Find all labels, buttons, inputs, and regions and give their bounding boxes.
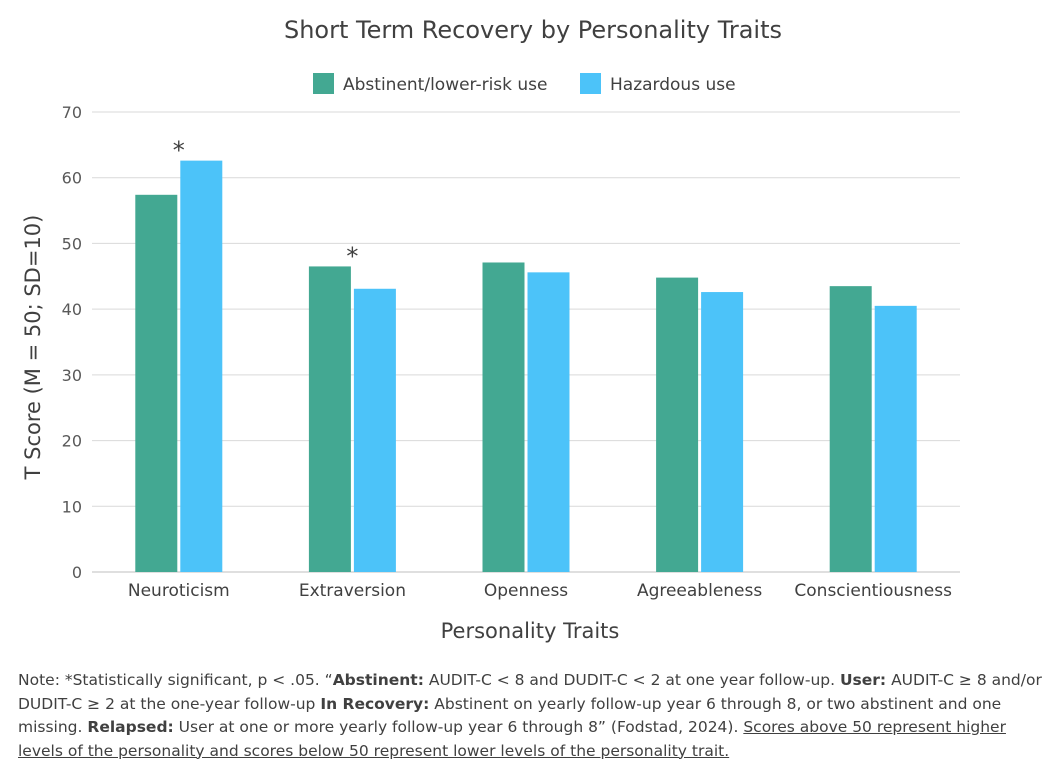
note-abstinent-text: AUDIT-C < 8 and DUDIT-C < 2 at one year … [423,671,840,689]
legend-label-hazardous: Hazardous use [610,75,736,95]
chart-title: Short Term Recovery by Personality Trait… [284,16,782,44]
legend-swatch-abstinent [313,73,334,94]
x-tick-label: Conscientiousness [794,581,952,601]
legend-swatch-hazardous [580,73,601,94]
y-tick-label: 60 [62,169,82,188]
bar-chart: Short Term Recovery by Personality Trait… [21,16,960,643]
x-axis-title: Personality Traits [441,619,620,643]
y-tick-label: 10 [62,497,82,516]
y-tick-label: 70 [62,103,82,122]
x-tick-label: Neuroticism [128,581,230,601]
bar-agreeableness-abstinent [656,277,699,572]
significance-marker: * [346,242,358,270]
chart-note: Note: *Statistically significant, p < .0… [18,669,1048,763]
bar-extraversion-abstinent [308,266,351,572]
x-axis-categories: Neuroticism Extraversion Openness Agreeable… [128,581,952,601]
annotations: ** [173,137,359,271]
note-abstinent-label: Abstinent: [332,671,424,689]
bar-extraversion-hazardous [353,288,396,572]
bar-conscientiousness-hazardous [874,305,917,572]
note-user-label: User: [839,671,887,689]
bar-neuroticism-abstinent [135,194,178,573]
y-tick-label: 20 [62,432,82,451]
note-recovery-text: Abstinent on yearly follow-up year 6 thr… [18,694,1002,737]
bars [135,160,917,573]
y-tick-label: 30 [62,366,82,385]
significance-marker: * [173,137,185,165]
y-axis-ticks: 0 10 20 30 40 50 60 70 [62,103,82,582]
y-axis-title: T Score (M = 50; SD=10) [21,215,45,481]
note-user-text: AUDIT-C ≥ 8 and/or DUDIT-C ≥ 2 at the on… [18,671,1042,713]
note-underlined: Scores above 50 represent higher levels … [18,718,1006,760]
bar-neuroticism-hazardous [180,160,223,572]
y-tick-label: 50 [62,234,82,253]
bar-conscientiousness-abstinent [829,286,872,572]
note-relapsed-label: Relapsed: [87,718,174,736]
note-prefix: Note: *Statistically significant, p < .0… [18,671,333,689]
x-tick-label: Extraversion [299,581,406,601]
bar-agreeableness-hazardous [701,292,744,572]
bar-openness-abstinent [482,262,525,572]
bar-openness-hazardous [527,272,570,572]
x-tick-label: Agreeableness [637,581,762,601]
y-tick-label: 40 [62,300,82,319]
chart-legend: Abstinent/lower-risk use Hazardous use [313,73,736,95]
note-recovery-label: In Recovery: [320,694,430,713]
x-tick-label: Openness [484,581,568,601]
note-relapsed-text: User at one or more yearly follow-up yea… [173,718,744,736]
gridlines [92,111,960,573]
legend-label-abstinent: Abstinent/lower-risk use [343,75,548,95]
y-tick-label: 0 [72,563,82,582]
